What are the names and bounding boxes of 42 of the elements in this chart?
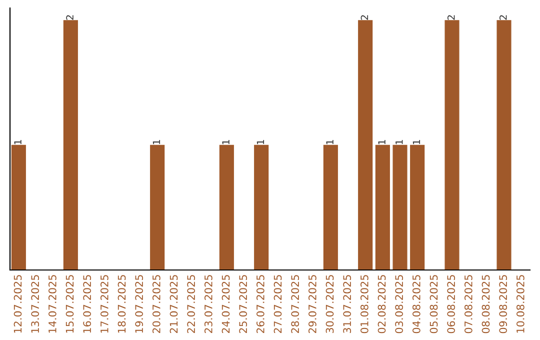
x-tick-label: 01.08.2025 bbox=[360, 275, 368, 334]
x-tick-label: 20.07.2025 bbox=[152, 275, 160, 334]
x-tick-label: 03.08.2025 bbox=[395, 275, 404, 334]
data-label: 1 bbox=[152, 140, 160, 144]
x-tick-label: 29.07.2025 bbox=[308, 275, 316, 334]
x-tick-label: 16.07.2025 bbox=[83, 275, 92, 333]
x-tick-label: 06.08.2025 bbox=[447, 275, 456, 334]
x-tick-label: 22.07.2025 bbox=[187, 275, 196, 334]
data-label: 1 bbox=[222, 140, 230, 144]
data-label: 1 bbox=[412, 140, 420, 144]
x-tick-label: 08.08.2025 bbox=[482, 275, 490, 334]
x-tick-label: 15.07.2025 bbox=[66, 275, 74, 333]
x-tick-label: 07.08.2025 bbox=[464, 275, 472, 334]
data-label: 1 bbox=[14, 140, 22, 144]
data-label: 2 bbox=[360, 15, 368, 20]
x-tick-label: 12.07.2025 bbox=[14, 275, 22, 333]
data-label: 2 bbox=[499, 15, 507, 20]
x-tick-label: 02.08.2025 bbox=[378, 275, 386, 334]
x-tick-label: 31.07.2025 bbox=[343, 275, 352, 334]
data-label: 1 bbox=[396, 140, 403, 144]
x-tick-label: 23.07.2025 bbox=[204, 275, 212, 334]
x-tick-label: 24.07.2025 bbox=[222, 275, 230, 334]
data-label: 1 bbox=[378, 140, 386, 144]
x-tick-label: 18.07.2025 bbox=[118, 275, 126, 333]
data-label: 1 bbox=[256, 140, 264, 144]
data-label: 2 bbox=[447, 15, 455, 20]
x-tick-label: 26.07.2025 bbox=[256, 275, 264, 334]
x-tick-label: 21.07.2025 bbox=[170, 275, 178, 334]
x-tick-label: 30.07.2025 bbox=[326, 275, 334, 334]
data-label: 2 bbox=[66, 15, 74, 20]
x-tick-label: 13.07.2025 bbox=[31, 275, 40, 333]
x-tick-label: 19.07.2025 bbox=[135, 275, 144, 333]
x-tick-label: 05.08.2025 bbox=[430, 275, 438, 334]
x-tick-label: 09.08.2025 bbox=[499, 275, 508, 334]
x-tick-label: 28.07.2025 bbox=[291, 275, 300, 334]
data-label: 1 bbox=[326, 140, 334, 144]
x-tick-label: 25.07.2025 bbox=[239, 275, 248, 334]
x-tick-label: 17.07.2025 bbox=[100, 275, 108, 333]
x-tick-label: 14.07.2025 bbox=[48, 275, 56, 333]
x-tick-label: 27.07.2025 bbox=[274, 275, 282, 334]
x-tick-label: 10.08.2025 bbox=[516, 275, 524, 333]
x-tick-label: 04.08.2025 bbox=[412, 275, 420, 334]
